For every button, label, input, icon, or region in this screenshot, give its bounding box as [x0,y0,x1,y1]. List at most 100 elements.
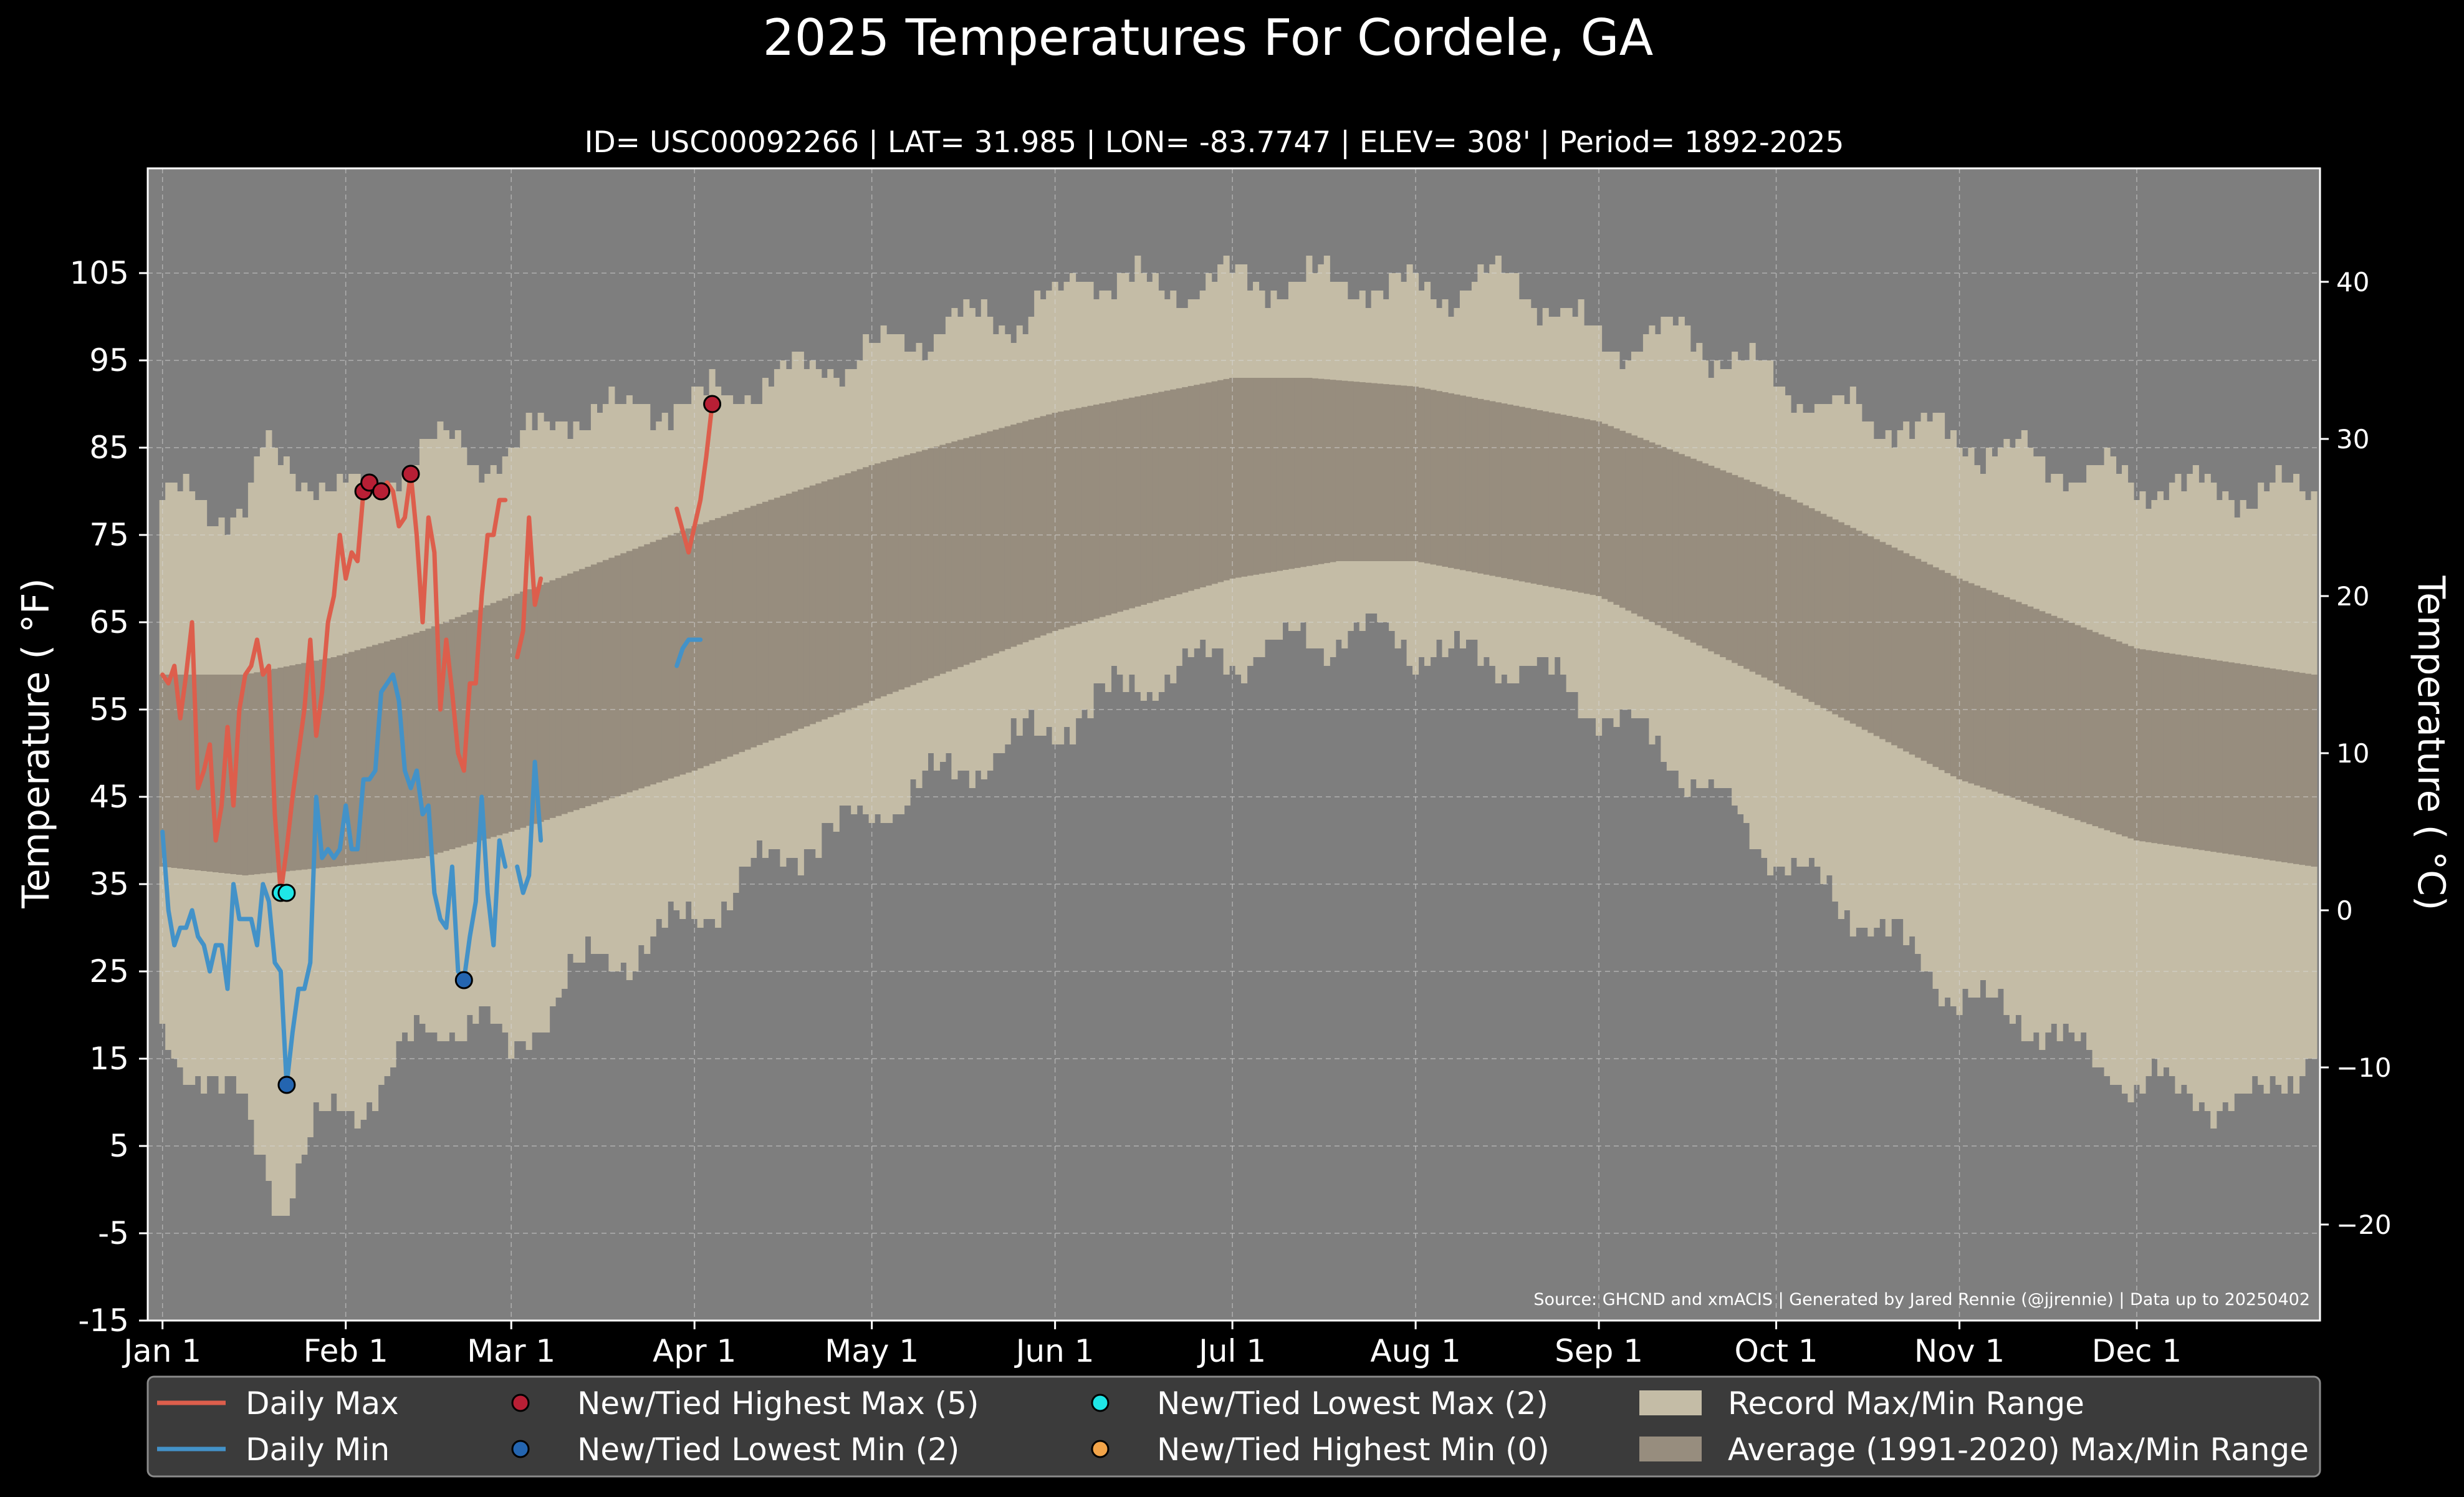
normal-bar [537,584,544,822]
normal-bar [1495,402,1502,577]
normal-bar [466,612,473,844]
normal-bar [1306,378,1313,566]
normal-bar [1985,590,1992,790]
y-right-tick-label: −20 [2336,1210,2392,1240]
chart-subtitle: ID= USC00092266 | LAT= 31.985 | LON= -83… [585,125,1844,160]
legend-dot-swatch [511,1394,530,1412]
normal-bar [490,603,497,837]
normal-bar [1666,449,1673,631]
y-tick-label: 35 [89,866,129,902]
normal-bar [449,619,456,849]
normal-bar [1454,394,1460,569]
normal-bar [1176,388,1182,595]
normal-bar [1962,580,1969,782]
normal-bar [1152,393,1159,602]
normal-bar [431,626,438,855]
normal-bar [2204,658,2211,851]
normal-bar [951,441,958,670]
y-right-tick-label: 40 [2336,267,2369,297]
normal-bar [987,431,994,656]
normal-bar [980,433,987,658]
normal-bar [845,473,851,710]
normal-bar [1087,405,1094,621]
normal-bar [1897,550,1904,749]
normal-bar [668,535,674,779]
y-axis-label-right: Temperature ( °C) [2409,575,2453,911]
normal-bar [443,622,449,851]
normal-bar [1755,484,1762,675]
normal-bar [2240,664,2246,857]
normal-bar [898,456,905,690]
normal-bar [407,634,415,859]
normal-bar [1672,451,1679,634]
x-tick-label: Jul 1 [1197,1333,1266,1369]
normal-bar [792,491,798,731]
normal-bar [366,647,373,864]
legend-label: New/Tied Lowest Min (2) [577,1432,959,1468]
y-right-tick-label: −10 [2336,1052,2392,1083]
normal-bar [1489,401,1496,576]
normal-bar [1128,397,1135,609]
normal-bar [2263,667,2270,860]
normal-bar [1909,556,1915,755]
daily-max-line [674,402,715,555]
normal-bar [1424,388,1431,564]
legend-label: Daily Max [246,1385,399,1422]
normal-bar [863,467,870,703]
normal-bar [1560,415,1567,590]
normal-bar [809,485,816,724]
normal-bar [2051,615,2058,812]
normal-bar [425,628,432,857]
normal-bar [301,663,308,870]
normal-bar [1123,398,1129,610]
normal-bar [2192,657,2199,849]
normal-bar [2056,618,2063,814]
normal-bar [2015,602,2022,800]
normal-bar [1649,442,1656,622]
normal-bar [1099,403,1106,617]
normal-bar [1394,385,1401,561]
y-tick-label: 85 [89,430,129,466]
normal-bar [2175,654,2182,847]
record-marker-point [372,482,391,501]
normal-bar [585,567,592,806]
normal-bar [785,493,792,734]
normal-bar [502,598,509,834]
normal-bar [1749,482,1756,672]
normal-bar [348,652,355,865]
normal-bar [1903,553,1910,752]
normal-bar [2127,646,2134,839]
normal-bar [561,575,568,814]
normal-bar [2157,652,2164,844]
normal-bar [484,605,491,839]
normal-bar [2187,656,2193,849]
normal-bar [650,542,656,785]
normal-bar [1861,533,1868,730]
normal-bar [419,631,426,858]
normal-bar [1164,390,1171,598]
normal-bar [1300,378,1306,567]
x-tick-label: Dec 1 [2092,1333,2182,1369]
normal-bar [1548,412,1555,587]
normal-bar [2293,671,2300,864]
normal-bar [1997,595,2004,794]
normal-bar [957,440,964,667]
x-tick-label: Sep 1 [1555,1333,1643,1369]
normal-bar [1323,379,1330,564]
normal-bar [1944,572,1951,774]
normal-bar [1642,440,1649,620]
normal-bar [727,514,734,757]
normal-bar [259,671,266,874]
normal-bar [2151,651,2158,844]
normal-bar [218,675,225,873]
legend-dot-swatch [1091,1440,1110,1458]
daily-min-line [160,672,508,1087]
normal-bar [1182,387,1189,593]
normal-bar [360,648,367,864]
record-marker-point [277,883,296,902]
normal-bar [1442,392,1449,567]
x-tick-label: Feb 1 [304,1333,388,1369]
normal-bar [525,589,532,826]
normal-bar [821,481,828,720]
normal-bar [1589,420,1596,595]
